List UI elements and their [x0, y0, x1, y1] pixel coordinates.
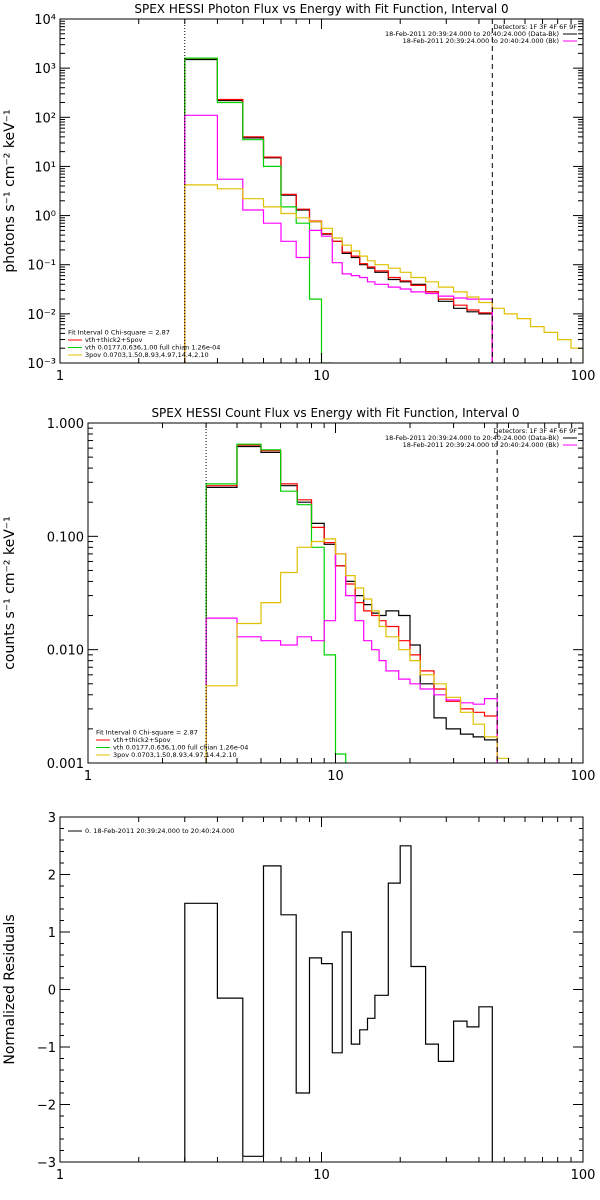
x-tick-label: 10 — [313, 369, 330, 384]
x-tick-label: 100 — [571, 769, 596, 784]
y-tick-label: 10¹ — [34, 160, 56, 175]
y-tick-label: 3 — [48, 811, 56, 826]
legend-entry: Fit Interval 0 Chi-square = 2.87 — [96, 729, 198, 737]
series-line-2 — [184, 57, 493, 363]
series-line-1 — [184, 58, 493, 363]
y-axis-label: counts s⁻¹ cm⁻² keV⁻¹ — [2, 516, 18, 670]
legend-entry: 0. 18-Feb-2011 20:39:24.000 to 20:40:24.… — [85, 827, 234, 835]
chart-panel-1: SPEX HESSI Photon Flux vs Energy with Fi… — [2, 2, 595, 384]
x-tick-label: 1 — [56, 1168, 64, 1183]
x-tick-label: 100 — [571, 1168, 596, 1183]
header-line: 18-Feb-2011 20:39:24.000 to 20:40:24.000… — [385, 434, 559, 442]
legend-entry: vth+thick2+Spov — [85, 336, 143, 344]
y-tick-label: 10⁰ — [34, 210, 56, 225]
legend-entry: vth+thick2+Spov — [113, 736, 171, 744]
y-tick-label: 0 — [48, 984, 56, 999]
series-group — [205, 443, 534, 763]
header-line: 18-Feb-2011 20:39:24.000 to 20:40:24.000… — [403, 441, 559, 449]
y-tick-label: 10⁴ — [34, 13, 56, 28]
header-line: Detectors: 1F 3F 4F 6F 9F — [493, 427, 577, 435]
header-line: Detectors: 1F 3F 4F 6F 9F — [493, 23, 577, 31]
series-line-5 — [205, 538, 534, 763]
legend-entry: vth 0.0177,0.636,1.00 full chian 1.26e-0… — [85, 344, 220, 352]
series-line-4 — [205, 553, 498, 763]
y-tick-label: 1 — [48, 926, 56, 941]
y-tick-label: 10² — [34, 111, 56, 126]
series-line-3 — [205, 443, 347, 763]
y-tick-label: 0.100 — [47, 530, 84, 545]
series-group — [184, 845, 493, 1162]
y-tick-label: 1.000 — [47, 417, 84, 432]
series-line-4 — [184, 114, 493, 363]
header-line: 18-Feb-2011 20:39:24.000 to 20:40:24.000… — [385, 30, 559, 38]
y-tick-label: 10⁻³ — [27, 357, 56, 372]
y-tick-label: −3 — [37, 1156, 56, 1171]
chart-title: SPEX HESSI Photon Flux vs Energy with Fi… — [134, 2, 508, 16]
legend-entry: Fit Interval 0 Chi-square = 2.87 — [68, 329, 170, 337]
series-line-5 — [184, 184, 583, 363]
series-line-3 — [184, 57, 333, 363]
series-line-1 — [205, 445, 498, 763]
y-axis-label: photons s⁻¹ cm⁻² keV⁻¹ — [2, 109, 18, 272]
x-tick-label: 10 — [327, 769, 344, 784]
y-axis-label: Normalized Residuals — [2, 914, 18, 1064]
header-line: 18-Feb-2011 20:39:24.000 to 20:40:24.000… — [403, 37, 559, 45]
y-tick-label: 10⁻¹ — [27, 259, 56, 274]
chart-panel-3: Normalized Residuals 1 10 100 −3 −2 −1 0 1 2 3 0. 1… — [2, 811, 595, 1183]
y-tick-label: 10³ — [34, 62, 56, 77]
plot-frame — [59, 816, 584, 1163]
y-tick-label: 0.001 — [47, 757, 84, 772]
y-tick-label: 10⁻² — [27, 308, 56, 323]
chart-panel-2: SPEX HESSI Count Flux vs Energy with Fit… — [2, 406, 595, 784]
legend-entry: 3pov 0.0703,1.50,8.93,4.97,14.4,2.10 — [113, 751, 237, 759]
x-tick-label: 1 — [84, 769, 92, 784]
chart-title: SPEX HESSI Count Flux vs Energy with Fit… — [151, 406, 519, 420]
x-tick-label: 100 — [571, 369, 596, 384]
x-tick-label: 1 — [56, 369, 64, 384]
y-tick-label: −1 — [37, 1041, 56, 1056]
series-group — [184, 57, 583, 363]
y-tick-label: −2 — [37, 1099, 56, 1114]
legend-entry: 3pov 0.0703,1.50,8.93,4.97,14.4,2.10 — [85, 351, 209, 359]
series-line-2 — [205, 444, 498, 763]
y-tick-label: 2 — [48, 869, 56, 884]
series-line-1 — [184, 845, 493, 1162]
legend-entry: vth 0.0177,0.636,1.00 full chian 1.26e-0… — [113, 744, 248, 752]
y-tick-label: 0.010 — [47, 644, 84, 659]
x-tick-label: 10 — [313, 1168, 330, 1183]
